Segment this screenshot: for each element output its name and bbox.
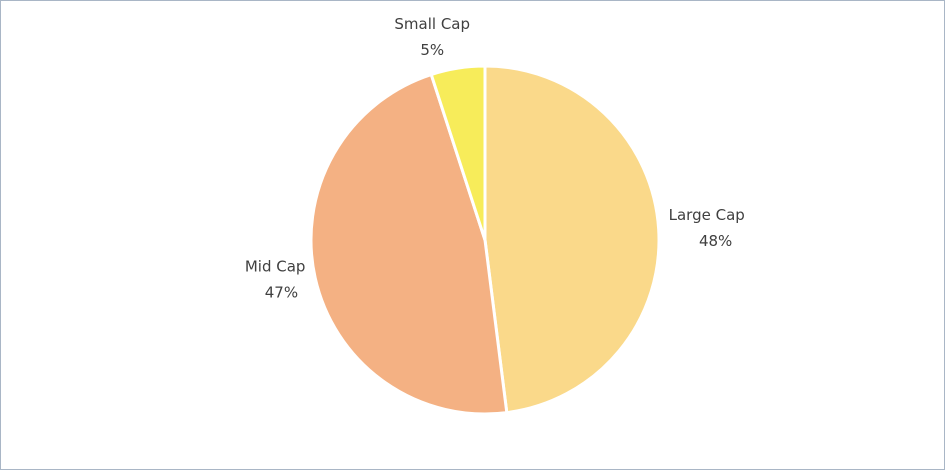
category-label: Mid Cap [245,258,306,276]
pie-slice [483,64,661,415]
value-label: 48% [699,232,732,250]
value-label: 47% [265,284,298,302]
value-label: 5% [420,41,444,59]
pie-slice [429,64,487,242]
category-label: Small Cap [394,15,470,33]
category-label: Large Cap [669,206,745,224]
